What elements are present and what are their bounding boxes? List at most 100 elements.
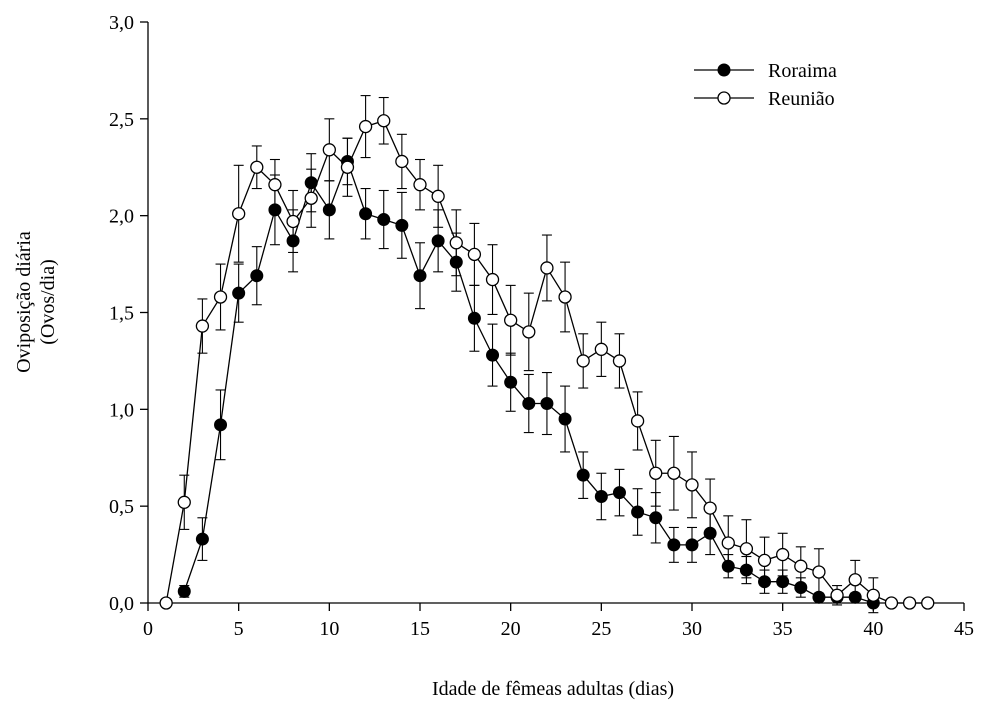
x-tick-label: 0 [143, 618, 153, 640]
data-point-roraima [250, 269, 264, 283]
x-tick-label: 35 [773, 618, 793, 640]
data-point-reuniao [884, 596, 899, 610]
y-tick-label: 2,0 [109, 206, 134, 228]
data-point-reuniao [848, 573, 862, 587]
x-tick-label: 20 [501, 618, 521, 640]
data-point-reuniao [522, 325, 536, 339]
data-point-reuniao [431, 189, 445, 203]
y-axis-label-line1: Oviposição diária [13, 231, 35, 373]
x-tick-label: 30 [682, 618, 702, 640]
y-axis-label-line2: (Ovos/dia) [37, 259, 59, 345]
data-point-reuniao [703, 501, 717, 515]
data-point-roraima [631, 505, 645, 519]
data-point-reuniao [467, 247, 482, 262]
data-point-roraima [195, 532, 209, 546]
data-point-roraima [540, 397, 554, 411]
data-point-reuniao [358, 119, 373, 134]
data-point-reuniao [685, 478, 699, 492]
data-point-reuniao [830, 588, 844, 602]
data-point-reuniao [902, 596, 917, 610]
data-point-roraima [467, 311, 481, 325]
data-point-reuniao [250, 160, 264, 174]
data-point-roraima [377, 213, 391, 227]
data-point-roraima [413, 269, 427, 283]
data-point-reuniao [232, 207, 246, 221]
data-point-reuniao [921, 596, 935, 610]
series-roraima [177, 137, 880, 610]
series-reuniao [159, 95, 935, 614]
data-point-reuniao [594, 342, 608, 356]
data-point-reuniao [612, 354, 627, 368]
series-line-reuniao [165, 119, 928, 604]
y-tick-label: 1,5 [109, 303, 134, 325]
data-point-reuniao [322, 143, 336, 157]
y-tick-label: 1,0 [109, 399, 134, 421]
y-tick-label: 0,5 [109, 496, 134, 518]
data-point-roraima [612, 486, 626, 500]
data-point-roraima [232, 286, 246, 300]
legend-marker-roraima [717, 63, 731, 77]
x-tick-label: 45 [954, 618, 974, 640]
data-point-reuniao [812, 565, 826, 579]
data-point-reuniao [794, 559, 808, 573]
x-axis-label: Idade de fêmeas adultas (dias) [432, 678, 674, 700]
y-axis-ticks: 0,0 0,5 1,0 1,5 2,0 2,5 3,0 [109, 12, 148, 615]
legend-label-roraima: Roraima [768, 60, 837, 82]
data-point-reuniao [866, 588, 880, 602]
data-point-reuniao [413, 178, 427, 192]
data-point-reuniao [721, 536, 735, 550]
data-point-roraima [486, 348, 500, 362]
legend: Roraima Reunião [694, 60, 837, 110]
x-tick-label: 25 [591, 618, 611, 640]
data-point-reuniao [177, 495, 191, 509]
x-tick-label: 40 [863, 618, 883, 640]
data-point-reuniao [340, 160, 355, 174]
legend-marker-reuniao [717, 91, 731, 105]
data-point-roraima [504, 375, 518, 389]
y-tick-label: 0,0 [109, 593, 134, 615]
data-point-reuniao [739, 542, 754, 556]
data-point-reuniao [757, 553, 772, 568]
plot-area [159, 95, 935, 614]
data-point-reuniao [159, 596, 173, 610]
data-point-roraima [685, 538, 699, 552]
data-point-reuniao [449, 236, 463, 250]
data-point-reuniao [395, 154, 409, 169]
data-point-roraima [522, 397, 536, 411]
data-point-roraima [177, 584, 191, 598]
y-tick-label: 3,0 [109, 12, 134, 34]
legend-item-roraima: Roraima [694, 60, 837, 82]
x-tick-label: 10 [319, 618, 339, 640]
x-tick-label: 15 [410, 618, 430, 640]
data-point-reuniao [195, 319, 210, 333]
y-tick-label: 2,5 [109, 109, 134, 131]
data-point-roraima [359, 207, 373, 221]
data-point-roraima [649, 511, 663, 525]
data-point-reuniao [630, 414, 645, 428]
data-point-reuniao [286, 214, 300, 229]
data-point-reuniao [504, 313, 518, 327]
data-point-reuniao [558, 290, 572, 304]
data-point-reuniao [649, 466, 663, 480]
data-point-roraima [667, 538, 681, 552]
data-point-roraima [322, 203, 336, 217]
legend-label-reuniao: Reunião [768, 88, 835, 110]
data-point-roraima [395, 218, 409, 232]
x-axis-ticks: 0 5 10 15 20 25 30 35 40 45 [143, 603, 974, 640]
data-point-reuniao [213, 290, 228, 304]
legend-item-reuniao: Reunião [694, 88, 835, 110]
data-point-reuniao [576, 354, 590, 368]
x-tick-label: 5 [234, 618, 244, 640]
data-point-roraima [558, 412, 572, 426]
data-point-reuniao [540, 261, 554, 275]
data-point-reuniao [485, 272, 500, 287]
data-point-roraima [594, 489, 608, 503]
data-point-reuniao [377, 114, 391, 128]
data-point-roraima [576, 468, 590, 482]
axes [147, 22, 964, 604]
data-point-reuniao [776, 547, 790, 562]
data-point-roraima [776, 575, 790, 589]
data-point-reuniao [667, 466, 681, 480]
data-point-roraima [214, 418, 228, 432]
